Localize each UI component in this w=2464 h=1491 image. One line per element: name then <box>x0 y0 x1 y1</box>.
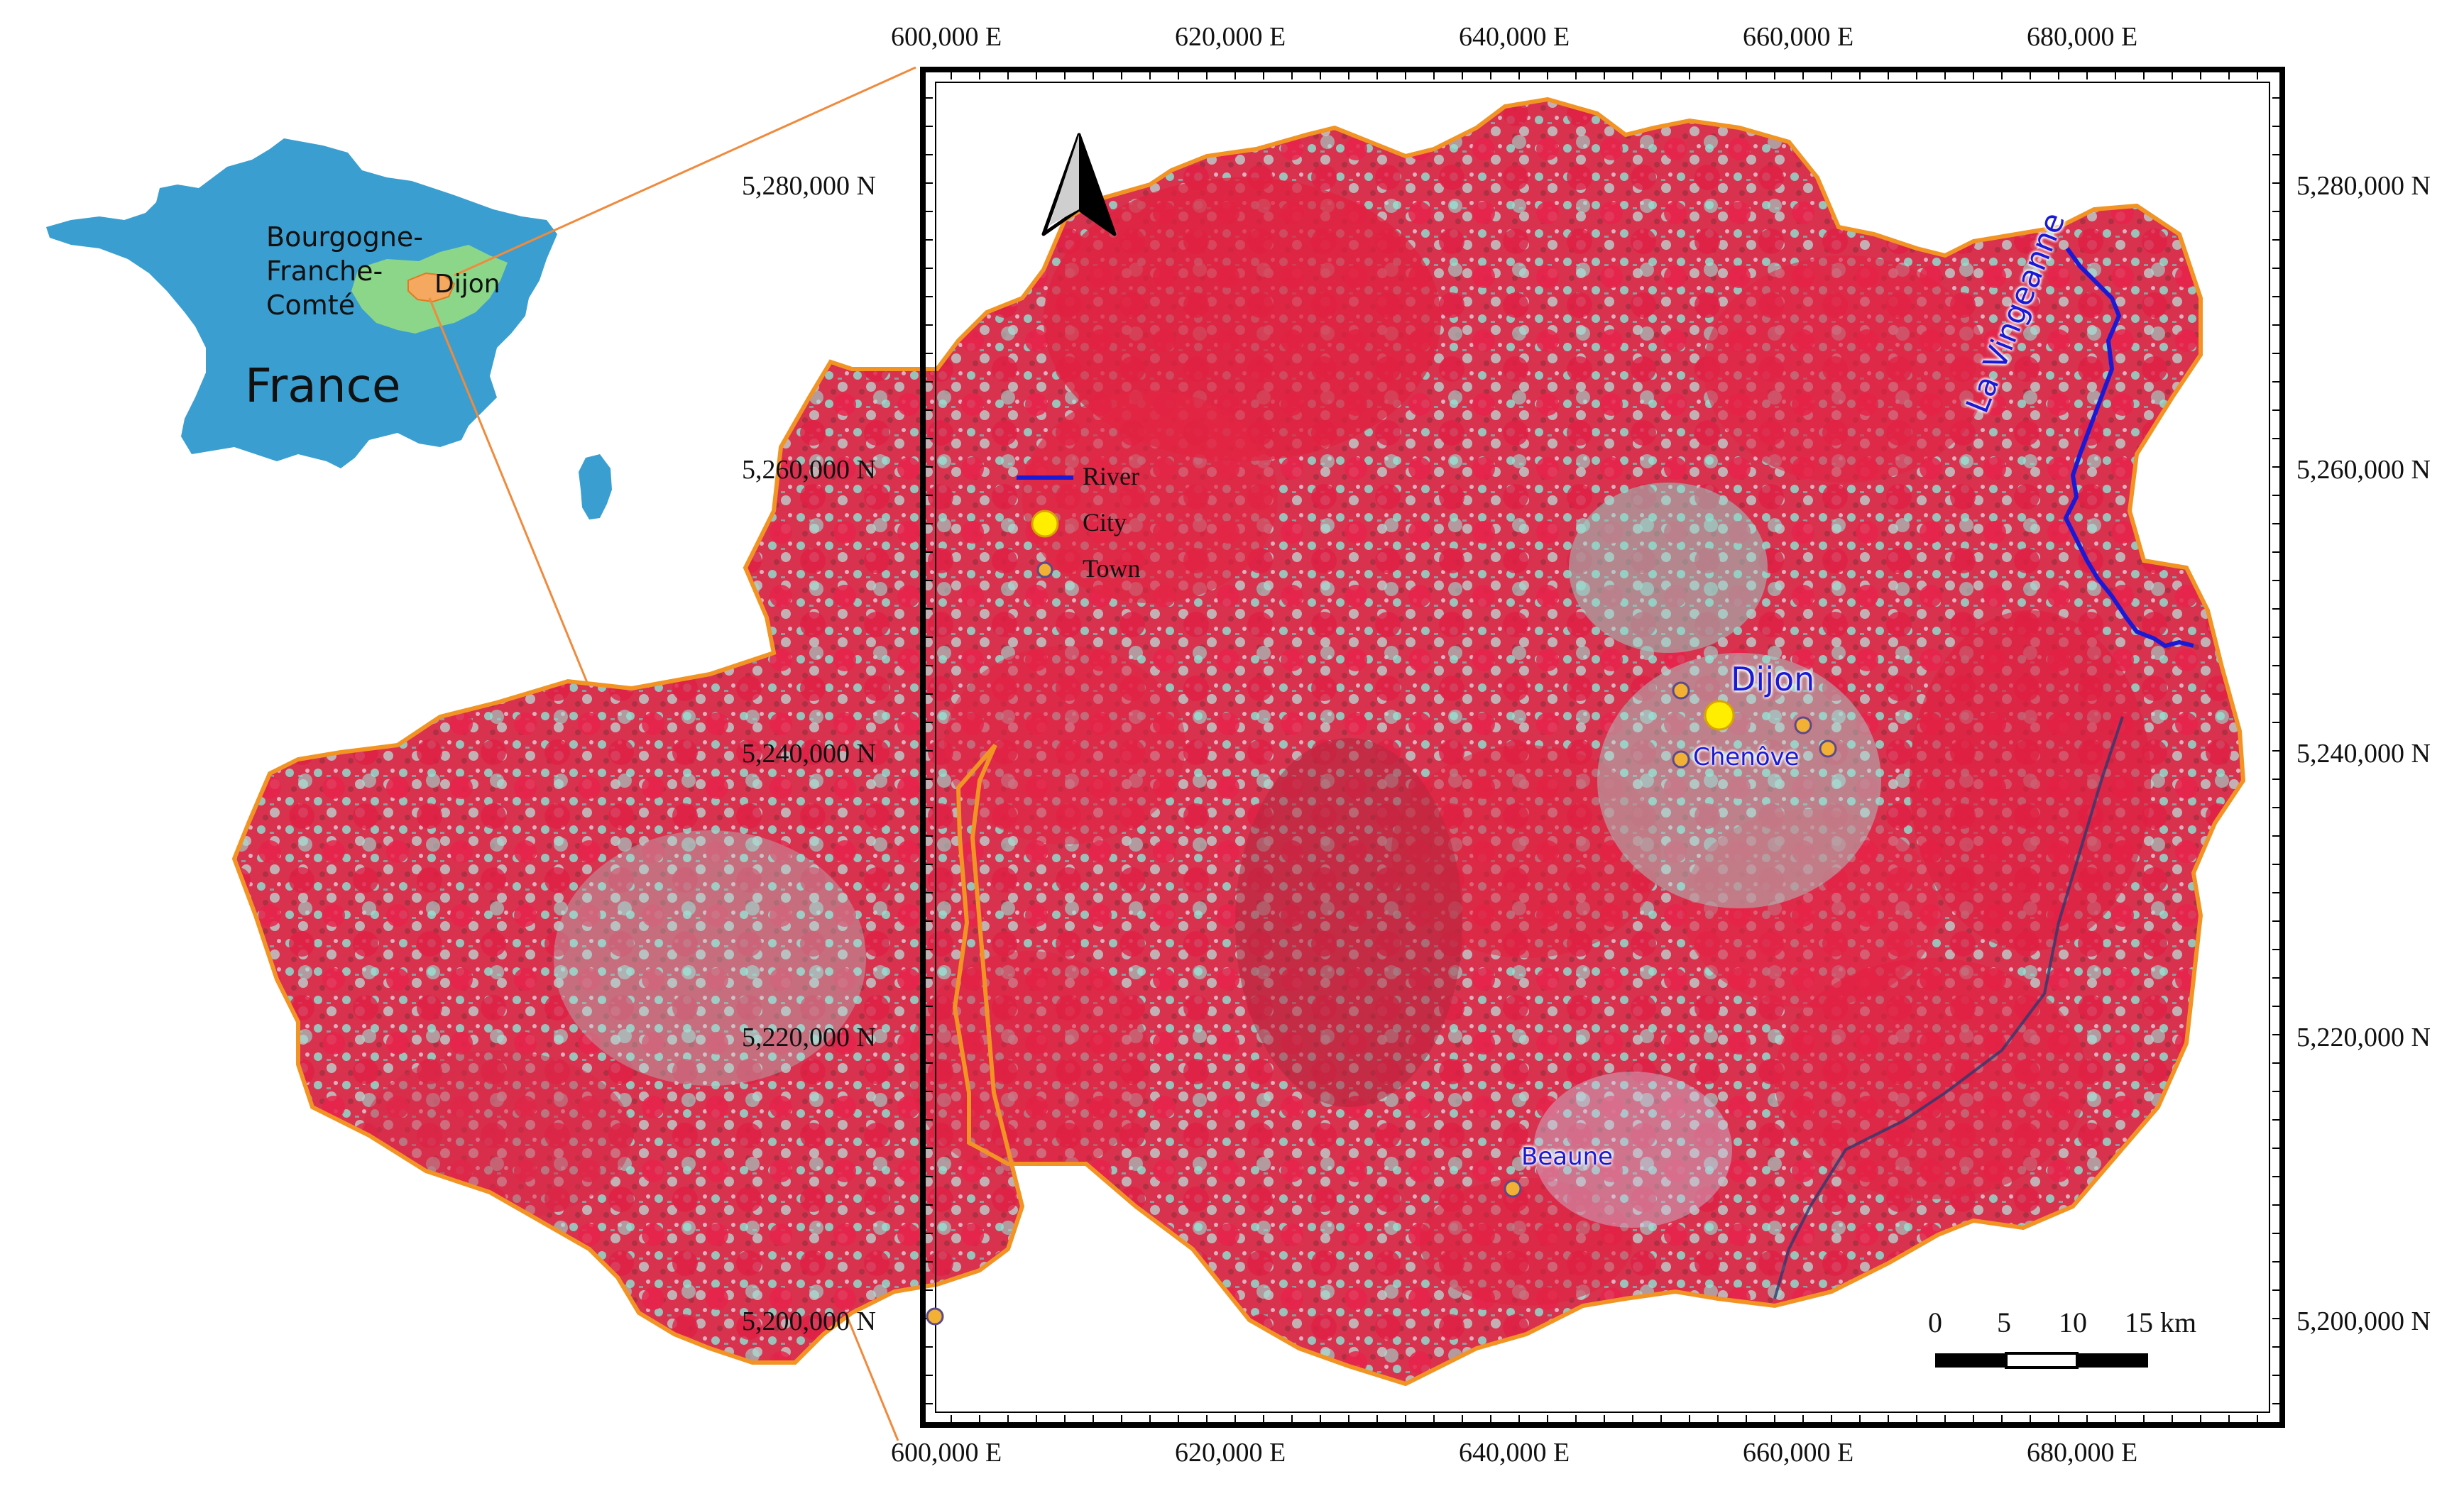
north-arrow-icon <box>1041 133 1117 236</box>
y-tick-right-5260000: 5,260,000 N <box>2296 455 2431 485</box>
label-beaune: Beaune <box>1521 1143 1614 1171</box>
town-marker <box>1794 716 1812 735</box>
scale-tick-15km: 15 km <box>2125 1306 2197 1338</box>
town-marker <box>1819 739 1837 758</box>
leader-line-top <box>454 66 916 277</box>
inset-region-label-3: Comté <box>266 290 356 321</box>
town-marker-chenove <box>1672 750 1690 769</box>
x-tick-bottom-640000: 640,000 E <box>1459 1438 1570 1468</box>
x-tick-top-620000: 620,000 E <box>1175 22 1286 52</box>
scale-tick-5: 5 <box>1997 1306 2011 1338</box>
legend-town-symbol <box>1036 561 1053 578</box>
corsica-shape <box>579 454 612 519</box>
scale-tick-0: 0 <box>1928 1306 1942 1338</box>
x-tick-bottom-620000: 620,000 E <box>1175 1438 1286 1468</box>
x-tick-top-600000: 600,000 E <box>891 22 1002 52</box>
y-tick-right-5280000: 5,280,000 N <box>2296 171 2431 201</box>
town-marker-outside <box>926 1307 944 1326</box>
inset-country-label: France <box>245 358 401 413</box>
legend-city-symbol <box>1031 510 1059 538</box>
inset-city-label: Dijon <box>434 270 500 299</box>
legend <box>1017 475 1073 578</box>
y-tick-left-5260000: 5,260,000 N <box>742 455 876 485</box>
x-tick-top-640000: 640,000 E <box>1459 22 1570 52</box>
label-dijon: Dijon <box>1731 660 1815 698</box>
x-tick-bottom-600000: 600,000 E <box>891 1438 1002 1468</box>
city-marker-dijon <box>1704 700 1735 731</box>
y-tick-left-5280000: 5,280,000 N <box>742 171 876 201</box>
france-country-shape <box>46 138 557 468</box>
x-tick-top-680000: 680,000 E <box>2027 22 2138 52</box>
town-marker <box>1672 681 1690 700</box>
inset-region-label-2: Franche- <box>266 255 383 287</box>
scale-tick-10: 10 <box>2059 1306 2087 1338</box>
x-tick-bottom-680000: 680,000 E <box>2027 1438 2138 1468</box>
legend-city-label: City <box>1083 508 1127 537</box>
y-tick-right-5240000: 5,240,000 N <box>2296 739 2431 769</box>
frame-ticks <box>922 69 2279 1422</box>
legend-town-label: Town <box>1083 554 1141 583</box>
y-tick-left-5240000: 5,240,000 N <box>742 739 876 769</box>
label-chenove: Chenôve <box>1693 743 1800 771</box>
study-area-boundary <box>231 97 2246 1387</box>
map-frame-inner <box>935 82 2270 1413</box>
study-area-inset <box>407 272 456 303</box>
x-tick-bottom-660000: 660,000 E <box>1743 1438 1854 1468</box>
y-tick-right-5220000: 5,220,000 N <box>2296 1023 2431 1052</box>
map-frame <box>920 67 2285 1428</box>
scale-bar <box>1935 1352 2148 1369</box>
inset-france-map <box>46 66 916 1441</box>
town-marker-beaune <box>1504 1179 1522 1198</box>
y-tick-left-5220000: 5,220,000 N <box>742 1023 876 1052</box>
y-tick-right-5200000: 5,200,000 N <box>2296 1306 2431 1336</box>
river-la-vingeanne <box>2063 247 2194 649</box>
x-tick-top-660000: 660,000 E <box>1743 22 1854 52</box>
legend-river-label: River <box>1083 462 1139 490</box>
inset-region-label-1: Bourgogne- <box>266 221 424 253</box>
y-tick-left-5200000: 5,200,000 N <box>742 1306 876 1336</box>
